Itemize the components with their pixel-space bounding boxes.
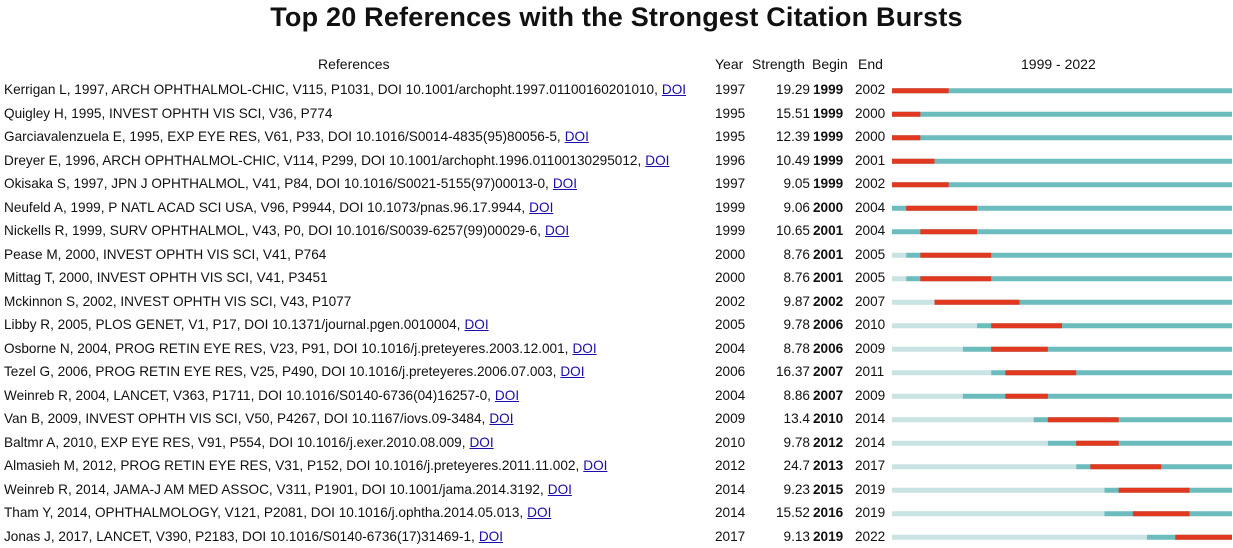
timeline-inactive-segment — [892, 535, 1147, 540]
timeline-active-segment — [1048, 441, 1232, 446]
burst-bar — [906, 206, 977, 211]
timeline-active-segment — [892, 159, 1232, 164]
burst-bar — [991, 323, 1062, 328]
burst-bar — [1133, 511, 1190, 516]
timeline-active-segment — [963, 394, 1232, 399]
timeline-inactive-segment — [892, 417, 1034, 422]
burst-bar — [935, 300, 1020, 305]
timeline-inactive-segment — [892, 323, 977, 328]
timeline-inactive-segment — [892, 488, 1105, 493]
timeline-inactive-segment — [892, 253, 906, 258]
burst-bar — [892, 112, 920, 117]
burst-bar — [920, 229, 977, 234]
timeline-inactive-segment — [892, 441, 1048, 446]
burst-bar — [1119, 488, 1190, 493]
burst-bar — [1005, 394, 1047, 399]
timeline-active-segment — [892, 112, 1232, 117]
timeline-inactive-segment — [892, 511, 1105, 516]
timeline-inactive-segment — [892, 370, 991, 375]
burst-bar — [991, 347, 1048, 352]
burst-bar — [920, 276, 991, 281]
burst-bar — [1048, 417, 1119, 422]
timeline-inactive-segment — [892, 347, 963, 352]
timeline-inactive-segment — [892, 394, 963, 399]
timeline-inactive-segment — [892, 300, 935, 305]
burst-bar — [892, 135, 920, 140]
burst-bar — [892, 88, 949, 93]
burst-bar — [1090, 464, 1161, 469]
timeline-inactive-segment — [892, 276, 906, 281]
burst-bar — [1005, 370, 1076, 375]
burst-bar — [892, 182, 949, 187]
burst-bar — [892, 159, 935, 164]
burst-bar — [920, 253, 991, 258]
timeline-active-segment — [892, 135, 1232, 140]
burst-bar — [1076, 441, 1119, 446]
timeline-inactive-segment — [892, 464, 1076, 469]
burst-bar — [1175, 535, 1232, 540]
